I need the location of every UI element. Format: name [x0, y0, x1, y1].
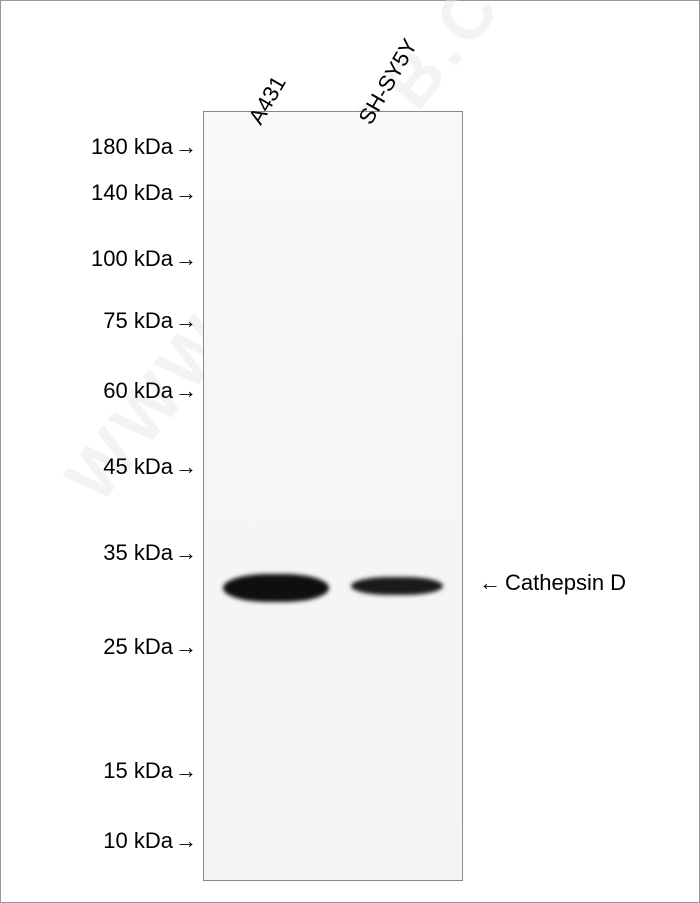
- right-arrow-icon: →: [175, 308, 197, 334]
- right-arrow-icon: →: [175, 246, 197, 272]
- right-arrow-icon: →: [175, 180, 197, 206]
- left-arrow-icon: ←: [479, 570, 501, 596]
- mw-marker-text: 35 kDa: [103, 540, 173, 565]
- mw-marker-text: 140 kDa: [91, 180, 173, 205]
- mw-marker-0: 180 kDa→: [91, 134, 197, 160]
- mw-marker-text: 180 kDa: [91, 134, 173, 159]
- mw-marker-text: 100 kDa: [91, 246, 173, 271]
- blot-membrane: [203, 111, 463, 881]
- mw-marker-text: 25 kDa: [103, 634, 173, 659]
- mw-marker-9: 10 kDa→: [103, 828, 197, 854]
- right-arrow-icon: →: [175, 134, 197, 160]
- mw-marker-6: 35 kDa→: [103, 540, 197, 566]
- mw-marker-5: 45 kDa→: [103, 454, 197, 480]
- right-arrow-icon: →: [175, 454, 197, 480]
- band-0: [223, 574, 329, 602]
- right-arrow-icon: →: [175, 828, 197, 854]
- mw-marker-text: 60 kDa: [103, 378, 173, 403]
- mw-marker-2: 100 kDa→: [91, 246, 197, 272]
- mw-marker-text: 75 kDa: [103, 308, 173, 333]
- right-arrow-icon: →: [175, 540, 197, 566]
- mw-marker-3: 75 kDa→: [103, 308, 197, 334]
- mw-marker-text: 10 kDa: [103, 828, 173, 853]
- mw-marker-4: 60 kDa→: [103, 378, 197, 404]
- mw-marker-text: 45 kDa: [103, 454, 173, 479]
- mw-marker-8: 15 kDa→: [103, 758, 197, 784]
- mw-marker-1: 140 kDa→: [91, 180, 197, 206]
- right-arrow-icon: →: [175, 634, 197, 660]
- right-arrow-icon: →: [175, 758, 197, 784]
- mw-marker-7: 25 kDa→: [103, 634, 197, 660]
- band-1: [351, 577, 443, 595]
- right-arrow-icon: →: [175, 378, 197, 404]
- target-text: Cathepsin D: [505, 570, 626, 595]
- mw-marker-text: 15 kDa: [103, 758, 173, 783]
- blot-figure: WWW.PTGLAB.COM A431SH-SY5Y 180 kDa→140 k…: [0, 0, 700, 903]
- target-protein-label: ←Cathepsin D: [479, 570, 626, 596]
